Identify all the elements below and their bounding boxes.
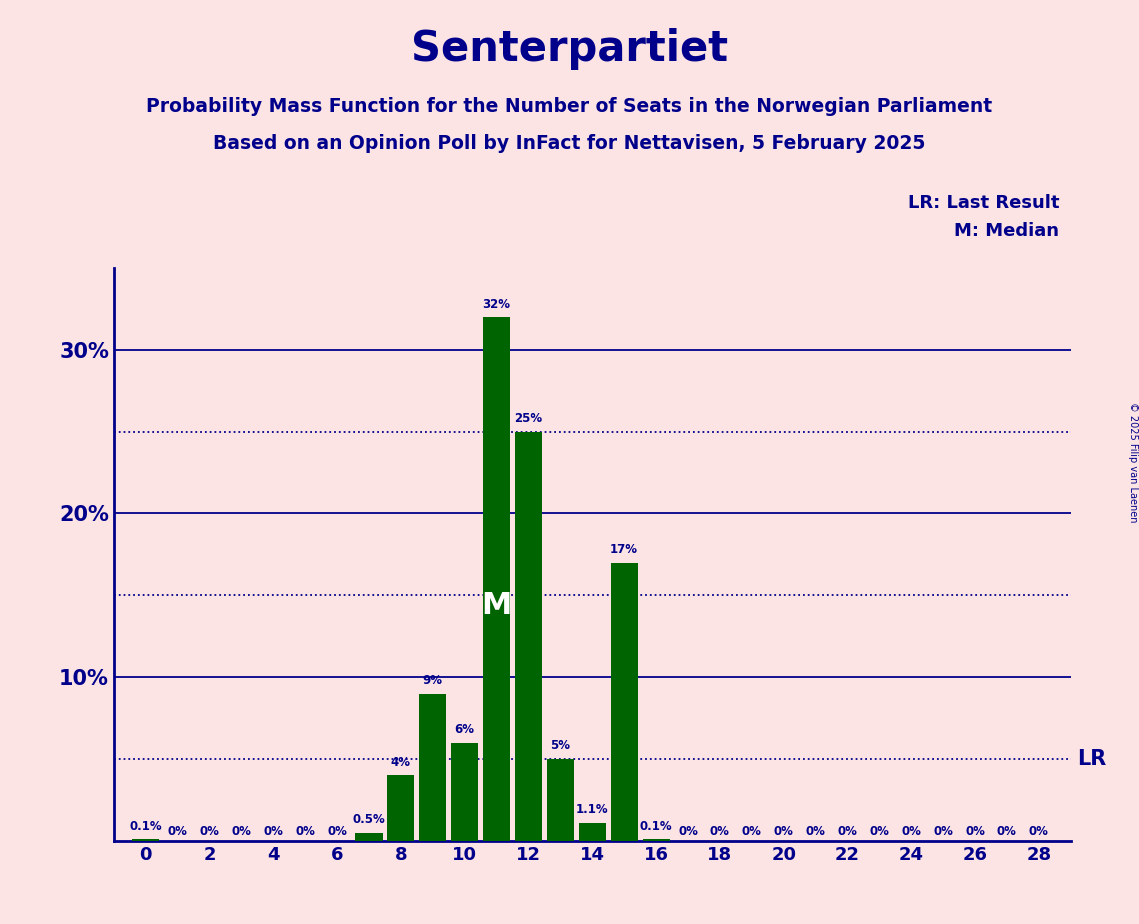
Text: 0.5%: 0.5% xyxy=(353,813,385,826)
Text: 0%: 0% xyxy=(231,824,252,837)
Text: 6%: 6% xyxy=(454,723,475,736)
Text: 0%: 0% xyxy=(295,824,316,837)
Bar xyxy=(419,694,446,841)
Text: 0.1%: 0.1% xyxy=(640,820,672,833)
Text: © 2025 Filip van Laenen: © 2025 Filip van Laenen xyxy=(1129,402,1138,522)
Bar xyxy=(611,563,638,841)
Text: 0%: 0% xyxy=(678,824,698,837)
Bar xyxy=(547,759,574,841)
Bar xyxy=(579,823,606,841)
Text: 0%: 0% xyxy=(167,824,188,837)
Bar xyxy=(515,432,542,841)
Bar xyxy=(451,743,478,841)
Text: Senterpartiet: Senterpartiet xyxy=(411,28,728,69)
Text: 4%: 4% xyxy=(391,756,411,769)
Text: 0%: 0% xyxy=(901,824,921,837)
Text: 9%: 9% xyxy=(423,674,443,687)
Bar xyxy=(642,839,670,841)
Text: Probability Mass Function for the Number of Seats in the Norwegian Parliament: Probability Mass Function for the Number… xyxy=(147,97,992,116)
Text: 0%: 0% xyxy=(327,824,347,837)
Bar xyxy=(132,839,159,841)
Bar xyxy=(387,775,415,841)
Text: Based on an Opinion Poll by InFact for Nettavisen, 5 February 2025: Based on an Opinion Poll by InFact for N… xyxy=(213,134,926,153)
Text: 17%: 17% xyxy=(611,543,638,556)
Text: 0%: 0% xyxy=(773,824,794,837)
Text: 32%: 32% xyxy=(483,298,510,310)
Text: 0%: 0% xyxy=(263,824,284,837)
Text: 0.1%: 0.1% xyxy=(130,820,162,833)
Text: 0%: 0% xyxy=(1029,824,1049,837)
Text: 25%: 25% xyxy=(515,412,542,425)
Text: LR: LR xyxy=(1077,749,1106,769)
Text: 5%: 5% xyxy=(550,739,571,752)
Text: 0%: 0% xyxy=(741,824,762,837)
Text: 0%: 0% xyxy=(869,824,890,837)
Text: 0%: 0% xyxy=(710,824,730,837)
Bar xyxy=(355,833,383,841)
Text: M: M xyxy=(482,590,511,620)
Text: 0%: 0% xyxy=(933,824,953,837)
Bar xyxy=(483,317,510,841)
Text: LR: Last Result: LR: Last Result xyxy=(908,194,1059,212)
Text: 0%: 0% xyxy=(837,824,858,837)
Text: 0%: 0% xyxy=(997,824,1017,837)
Text: 0%: 0% xyxy=(805,824,826,837)
Text: M: Median: M: Median xyxy=(954,222,1059,239)
Text: 0%: 0% xyxy=(199,824,220,837)
Text: 1.1%: 1.1% xyxy=(576,803,608,816)
Text: 0%: 0% xyxy=(965,824,985,837)
